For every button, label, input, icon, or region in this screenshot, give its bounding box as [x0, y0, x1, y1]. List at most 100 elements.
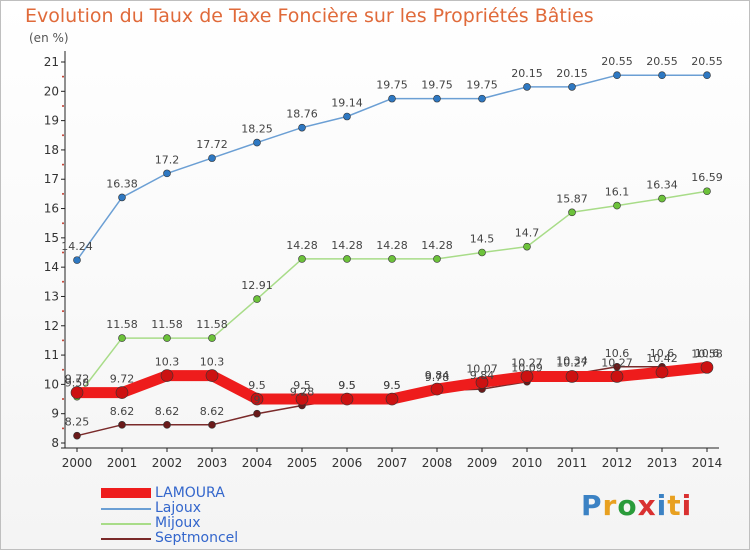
data-point-mijoux [523, 242, 531, 251]
data-label-lajoux: 17.2 [155, 153, 180, 166]
logo-letter: t [667, 489, 682, 522]
logo-letter: i [656, 489, 668, 522]
data-label-mijoux: 14.7 [515, 227, 540, 240]
data-point-mijoux [208, 334, 216, 342]
data-label-lamoura: 9.72 [65, 373, 90, 386]
y-minor-tick [62, 280, 64, 283]
data-label-lamoura: 10.3 [200, 356, 225, 369]
data-label-septmoncel: 8.62 [110, 405, 135, 418]
y-minor-tick [62, 163, 64, 166]
data-point-lajoux [253, 138, 261, 147]
logo-letter: i [681, 489, 693, 522]
x-tick-label: 2014 [692, 456, 723, 470]
data-point-lamoura [160, 369, 174, 382]
data-label-lamoura: 10.42 [646, 352, 678, 365]
data-label-septmoncel: 10.6 [695, 347, 720, 360]
data-label-septmoncel: 10.6 [650, 347, 675, 360]
data-point-lamoura [430, 382, 444, 396]
x-tick-label: 2001 [107, 456, 138, 470]
data-label-mijoux: 11.58 [106, 318, 138, 331]
data-label-septmoncel: 8.25 [65, 416, 90, 429]
data-point-mijoux [478, 248, 486, 257]
x-tick-label: 2007 [377, 456, 408, 470]
data-label-lajoux: 19.75 [466, 79, 498, 92]
data-label-lamoura: 9.84 [425, 369, 450, 382]
data-label-lamoura: 9.5 [383, 379, 401, 392]
data-label-septmoncel: 9.84 [470, 369, 495, 382]
x-tick-label: 2013 [647, 456, 678, 470]
data-label-lajoux: 16.38 [106, 177, 138, 190]
data-label-mijoux: 9.58 [65, 377, 90, 390]
data-label-lajoux: 17.72 [196, 138, 228, 151]
proxiti-logo: Proxiti [581, 489, 692, 522]
data-point-mijoux [118, 334, 126, 342]
y-tick-label: 19 [44, 114, 59, 128]
data-point-septmoncel [253, 409, 261, 418]
logo-letter: o [617, 489, 638, 522]
y-minor-tick [62, 134, 64, 137]
data-point-lamoura [295, 392, 309, 406]
data-point-lajoux [613, 71, 621, 79]
x-tick-label: 2008 [422, 456, 453, 470]
data-label-lajoux: 19.75 [421, 79, 453, 92]
x-tick-label: 2004 [242, 456, 273, 470]
data-point-lajoux [343, 112, 351, 121]
data-point-mijoux [568, 208, 576, 217]
y-minor-tick [62, 251, 64, 254]
data-point-mijoux [433, 255, 441, 263]
data-label-lajoux: 18.25 [241, 123, 273, 136]
data-label-mijoux: 11.58 [151, 318, 183, 331]
data-label-lamoura: 9.72 [110, 373, 135, 386]
data-label-septmoncel: 9.5 [383, 379, 401, 392]
data-point-lamoura [340, 392, 354, 406]
y-minor-tick [62, 75, 64, 78]
data-point-lajoux [568, 83, 576, 91]
y-tick-label: 18 [44, 143, 59, 157]
data-point-lamoura [205, 369, 219, 382]
data-point-lamoura [250, 392, 264, 406]
data-point-lamoura [610, 370, 624, 383]
data-label-lamoura: 10.07 [466, 362, 498, 375]
data-label-mijoux: 14.28 [376, 239, 408, 252]
y-tick-label: 21 [44, 55, 59, 69]
data-point-septmoncel [163, 421, 171, 429]
series-line-lajoux [76, 74, 708, 261]
data-point-lamoura [520, 370, 534, 383]
data-point-lajoux [163, 169, 171, 178]
data-label-lajoux: 14.24 [61, 240, 93, 253]
logo-letter: P [581, 489, 603, 522]
data-label-septmoncel: 9.5 [338, 379, 356, 392]
data-point-lajoux [433, 94, 441, 103]
data-label-lamoura: 10.27 [556, 356, 588, 369]
y-tick-label: 17 [44, 172, 59, 186]
legend-label: Lajoux [155, 500, 201, 516]
data-point-septmoncel [73, 431, 81, 440]
data-label-lajoux: 20.15 [511, 67, 543, 80]
y-minor-tick [62, 222, 64, 225]
y-minor-tick [62, 104, 64, 107]
x-tick-label: 2006 [332, 456, 363, 470]
chart-title: Evolution du Taux de Taxe Foncière sur l… [25, 5, 594, 27]
data-point-lamoura [115, 386, 129, 399]
data-point-mijoux [343, 255, 351, 263]
x-tick-label: 2010 [512, 456, 543, 470]
y-tick-label: 16 [44, 202, 59, 216]
data-point-mijoux [613, 201, 621, 210]
chart-subtitle: (en %) [29, 31, 69, 45]
data-point-lamoura [385, 392, 399, 406]
data-point-lamoura [475, 376, 489, 389]
data-label-lajoux: 18.76 [286, 108, 318, 121]
data-label-mijoux: 14.5 [470, 233, 495, 246]
data-point-lamoura [565, 370, 579, 383]
y-tick-label: 11 [44, 348, 59, 362]
y-tick-label: 8 [51, 436, 59, 450]
data-point-lamoura [700, 361, 714, 374]
data-label-mijoux: 16.34 [646, 179, 678, 192]
data-point-lajoux [478, 94, 486, 103]
data-label-mijoux: 14.28 [331, 239, 363, 252]
data-point-lamoura [70, 386, 84, 399]
data-point-lamoura [655, 365, 669, 379]
data-label-lamoura: 10.27 [511, 356, 543, 369]
